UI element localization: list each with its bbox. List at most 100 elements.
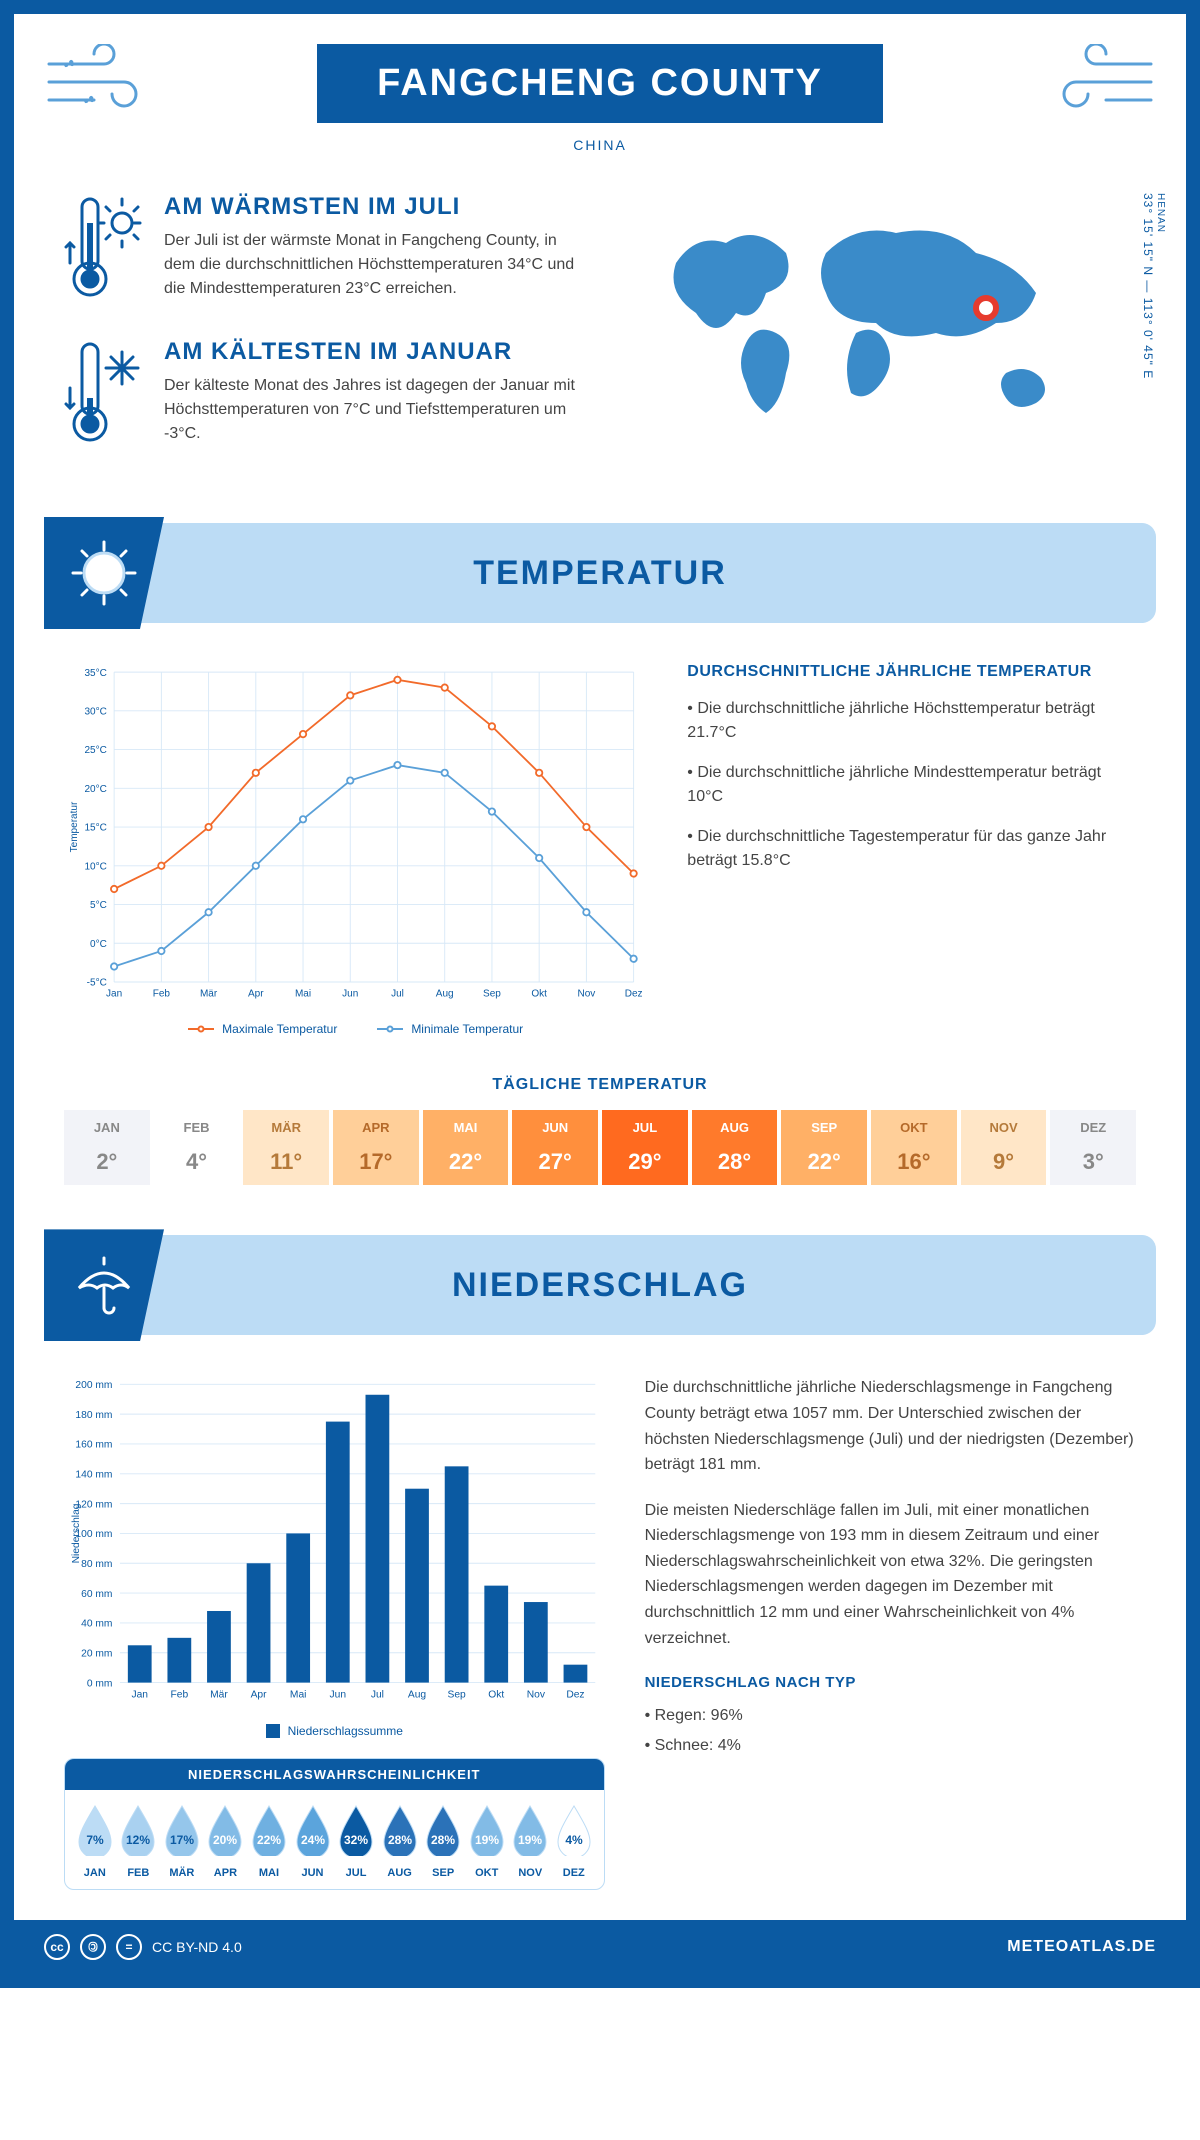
svg-text:Nov: Nov: [577, 989, 595, 1000]
raindrop-icon: 28%: [380, 1804, 420, 1856]
svg-text:Mai: Mai: [295, 989, 311, 1000]
prob-cell: 22% MAI: [247, 1804, 291, 1879]
precip-paragraph: Die durchschnittliche jährliche Niedersc…: [645, 1375, 1136, 1477]
raindrop-icon: 7%: [75, 1804, 115, 1856]
daily-temp-cell: JAN2°: [64, 1110, 150, 1185]
prob-cell: 20% APR: [204, 1804, 248, 1879]
svg-text:40 mm: 40 mm: [81, 1619, 112, 1630]
svg-text:30°C: 30°C: [84, 706, 106, 717]
svg-text:Jun: Jun: [330, 1690, 347, 1701]
daily-temp-cell: MAI22°: [423, 1110, 509, 1185]
svg-text:Mär: Mär: [210, 1690, 228, 1701]
precip-type-line: • Schnee: 4%: [645, 1733, 1136, 1759]
svg-text:Aug: Aug: [436, 989, 454, 1000]
svg-text:32%: 32%: [344, 1833, 368, 1847]
coords-label: 33° 15' 15" N — 113° 0' 45" E: [1141, 193, 1155, 379]
raindrop-icon: 32%: [336, 1804, 376, 1856]
daily-temp-cell: AUG28°: [692, 1110, 778, 1185]
precip-banner: NIEDERSCHLAG: [44, 1235, 1156, 1335]
svg-text:-5°C: -5°C: [87, 978, 107, 989]
svg-text:7%: 7%: [86, 1833, 104, 1847]
daily-temp-cell: DEZ3°: [1050, 1110, 1136, 1185]
svg-text:Okt: Okt: [488, 1690, 504, 1701]
svg-text:20%: 20%: [213, 1833, 237, 1847]
precip-legend: Niederschlagssumme: [64, 1724, 605, 1738]
raindrop-icon: 4%: [554, 1804, 594, 1856]
cc-icon: cc: [44, 1934, 70, 1960]
page-title: FANGCHENG COUNTY: [317, 44, 883, 123]
svg-text:Dez: Dez: [566, 1690, 584, 1701]
precip-type-line: • Regen: 96%: [645, 1703, 1136, 1729]
svg-text:180 mm: 180 mm: [75, 1410, 112, 1421]
cc-nd-icon: =: [116, 1934, 142, 1960]
raindrop-icon: 22%: [249, 1804, 289, 1856]
raindrop-icon: 19%: [510, 1804, 550, 1856]
temperature-banner: TEMPERATUR: [44, 523, 1156, 623]
prob-cell: 4% DEZ: [552, 1804, 596, 1879]
precip-title: NIEDERSCHLAG: [184, 1266, 1156, 1305]
svg-text:28%: 28%: [431, 1833, 455, 1847]
svg-text:160 mm: 160 mm: [75, 1440, 112, 1451]
svg-text:24%: 24%: [300, 1833, 324, 1847]
prob-cell: 19% OKT: [465, 1804, 509, 1879]
svg-text:Sep: Sep: [483, 989, 501, 1000]
footer: cc 🄯 = CC BY-ND 4.0 METEOATLAS.DE: [14, 1920, 1186, 1974]
svg-text:Jan: Jan: [106, 989, 122, 1000]
prob-cell: 28% SEP: [421, 1804, 465, 1879]
daily-temp-cell: MÄR11°: [243, 1110, 329, 1185]
svg-text:20 mm: 20 mm: [81, 1649, 112, 1660]
svg-text:Feb: Feb: [153, 989, 171, 1000]
fact-coldest: AM KÄLTESTEN IM JANUAR Der kälteste Mona…: [64, 338, 626, 453]
raindrop-icon: 20%: [205, 1804, 245, 1856]
svg-text:200 mm: 200 mm: [75, 1380, 112, 1391]
svg-text:15°C: 15°C: [84, 823, 106, 834]
legend-precip-label: Niederschlagssumme: [288, 1724, 403, 1738]
precip-paragraph: Die meisten Niederschläge fallen im Juli…: [645, 1498, 1136, 1652]
svg-text:Temperatur: Temperatur: [69, 801, 80, 852]
thermometer-hot-icon: [64, 193, 144, 303]
svg-text:Aug: Aug: [408, 1690, 427, 1701]
precipitation-bar-chart: 0 mm20 mm40 mm60 mm80 mm100 mm120 mm140 …: [64, 1375, 605, 1711]
fact-warm-text: Der Juli ist der wärmste Monat in Fangch…: [164, 229, 584, 301]
infographic-frame: FANGCHENG COUNTY CHINA: [0, 0, 1200, 1988]
legend-min-label: Minimale Temperatur: [411, 1022, 523, 1036]
raindrop-icon: 12%: [118, 1804, 158, 1856]
svg-text:25°C: 25°C: [84, 745, 106, 756]
precip-probability-box: NIEDERSCHLAGSWAHRSCHEINLICHKEIT 7% JAN 1…: [64, 1758, 605, 1890]
map-marker-icon: [976, 298, 996, 318]
temp-bullet: • Die durchschnittliche jährliche Mindes…: [687, 761, 1136, 809]
svg-text:Jan: Jan: [131, 1690, 148, 1701]
svg-text:Dez: Dez: [625, 989, 643, 1000]
svg-text:20°C: 20°C: [84, 784, 106, 795]
prob-cell: 28% AUG: [378, 1804, 422, 1879]
daily-temp-cell: FEB4°: [154, 1110, 240, 1185]
daily-temp-cell: OKT16°: [871, 1110, 957, 1185]
svg-text:140 mm: 140 mm: [75, 1470, 112, 1481]
svg-text:Apr: Apr: [248, 989, 264, 1000]
daily-temp-cell: APR17°: [333, 1110, 419, 1185]
svg-text:19%: 19%: [518, 1833, 542, 1847]
svg-text:5°C: 5°C: [90, 900, 107, 911]
prob-cell: 7% JAN: [73, 1804, 117, 1879]
cc-by-icon: 🄯: [80, 1934, 106, 1960]
header: FANGCHENG COUNTY CHINA: [14, 14, 1186, 153]
svg-text:4%: 4%: [565, 1833, 583, 1847]
svg-text:Nov: Nov: [527, 1690, 546, 1701]
sun-icon: [69, 538, 139, 608]
svg-text:12%: 12%: [126, 1833, 150, 1847]
svg-text:0°C: 0°C: [90, 939, 107, 950]
temperature-line-chart: -5°C0°C5°C10°C15°C20°C25°C30°C35°CJanFeb…: [64, 663, 647, 1009]
license-label: CC BY-ND 4.0: [152, 1939, 242, 1955]
svg-text:Mär: Mär: [200, 989, 218, 1000]
temp-bullet: • Die durchschnittliche Tagestemperatur …: [687, 825, 1136, 873]
svg-text:Niederschlag: Niederschlag: [71, 1504, 82, 1564]
top-info-row: AM WÄRMSTEN IM JULI Der Juli ist der wär…: [14, 153, 1186, 503]
svg-text:Jul: Jul: [371, 1690, 384, 1701]
svg-text:35°C: 35°C: [84, 668, 106, 679]
raindrop-icon: 24%: [293, 1804, 333, 1856]
svg-text:Jun: Jun: [342, 989, 358, 1000]
daily-temp-cell: JUN27°: [512, 1110, 598, 1185]
prob-cell: 19% NOV: [508, 1804, 552, 1879]
fact-cold-title: AM KÄLTESTEN IM JANUAR: [164, 338, 584, 366]
prob-cell: 17% MÄR: [160, 1804, 204, 1879]
